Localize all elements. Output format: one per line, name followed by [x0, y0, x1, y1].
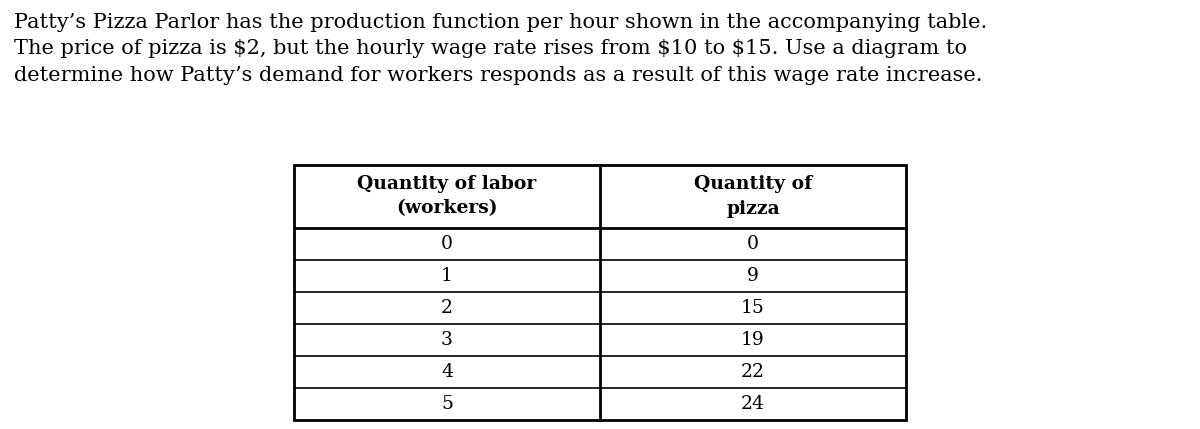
- Text: Quantity of
pizza: Quantity of pizza: [694, 175, 812, 218]
- Text: 3: 3: [442, 331, 452, 349]
- Text: 9: 9: [748, 267, 758, 285]
- Text: 2: 2: [442, 299, 454, 317]
- Text: 0: 0: [746, 235, 758, 253]
- Text: 5: 5: [442, 395, 454, 413]
- Bar: [294, 165, 906, 420]
- Text: 4: 4: [442, 363, 454, 381]
- Text: 15: 15: [742, 299, 764, 317]
- Text: 24: 24: [740, 395, 766, 413]
- Text: Patty’s Pizza Parlor has the production function per hour shown in the accompany: Patty’s Pizza Parlor has the production …: [14, 13, 988, 85]
- Text: 0: 0: [442, 235, 454, 253]
- Text: 22: 22: [740, 363, 766, 381]
- Text: Quantity of labor
(workers): Quantity of labor (workers): [358, 175, 536, 218]
- Text: 19: 19: [742, 331, 764, 349]
- Text: 1: 1: [442, 267, 452, 285]
- Bar: [294, 165, 906, 420]
